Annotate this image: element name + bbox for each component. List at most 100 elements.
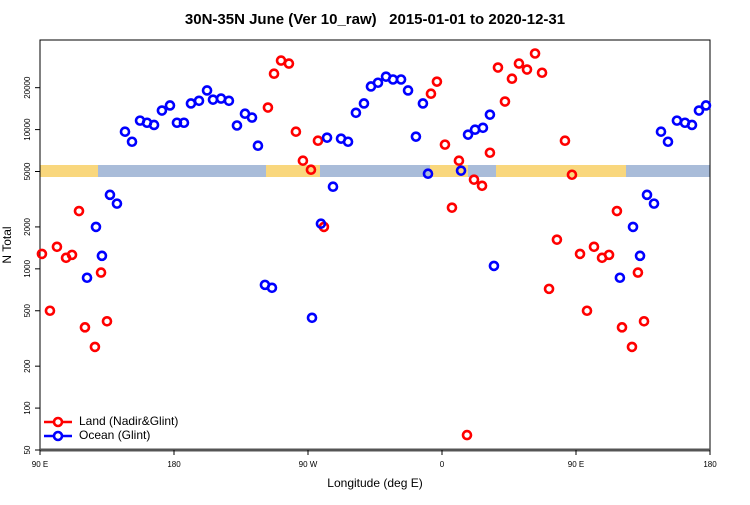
data-point — [306, 312, 318, 324]
x-axis-label: Longitude (deg E) — [327, 476, 422, 490]
data-point — [422, 168, 434, 180]
data-point — [439, 139, 451, 150]
y-axis-label: N Total — [0, 226, 14, 263]
data-point — [662, 136, 674, 148]
data-point — [488, 260, 500, 272]
data-point — [566, 169, 578, 181]
data-point — [178, 117, 190, 129]
data-point — [101, 316, 113, 327]
y-tick-label: 100 — [23, 401, 32, 415]
data-point — [262, 102, 274, 113]
y-tick-label: 500 — [23, 304, 32, 318]
legend-label: Ocean (Glint) — [79, 428, 150, 442]
data-point — [603, 249, 615, 261]
data-point — [305, 164, 317, 176]
data-point — [290, 126, 302, 137]
data-point — [462, 129, 474, 140]
x-tick-label: 90 W — [299, 460, 318, 469]
data-point — [201, 85, 213, 96]
data-point — [246, 112, 258, 123]
data-point — [126, 136, 138, 148]
data-point — [395, 74, 407, 85]
data-point — [686, 119, 698, 131]
data-point — [446, 202, 458, 213]
data-point — [96, 250, 108, 262]
data-point — [425, 88, 437, 100]
data-point — [574, 248, 586, 260]
data-point — [402, 85, 414, 96]
legend: Land (Nadir&Glint)Ocean (Glint) — [44, 414, 178, 442]
data-point — [581, 305, 593, 317]
data-point — [476, 180, 488, 192]
data-point — [431, 76, 443, 87]
data-point — [36, 248, 48, 260]
data-point — [543, 283, 555, 295]
data-point — [499, 96, 511, 107]
chart-title: 30N-35N June (Ver 10_raw) 2015-01-01 to … — [185, 11, 565, 28]
data-point — [164, 100, 176, 111]
data-point — [358, 98, 370, 109]
data-point — [611, 205, 623, 217]
data-point — [193, 95, 205, 107]
data-point — [484, 109, 496, 120]
x-tick-label: 0 — [440, 460, 445, 469]
data-point — [700, 100, 712, 111]
data-point — [536, 67, 548, 79]
data-point — [148, 119, 160, 131]
data-point — [477, 122, 489, 134]
data-point — [616, 322, 628, 333]
data-point — [312, 135, 324, 147]
data-point — [266, 282, 278, 294]
land-stripe — [40, 165, 98, 177]
data-point — [484, 147, 496, 159]
data-point — [297, 155, 309, 166]
y-tick-label: 20000 — [23, 76, 32, 99]
data-point — [327, 181, 339, 192]
data-point — [693, 105, 705, 116]
legend-marker — [52, 416, 64, 428]
data-point — [231, 120, 243, 131]
data-point — [588, 241, 600, 253]
data-point — [51, 241, 63, 253]
data-point — [638, 316, 650, 327]
data-point — [66, 249, 78, 261]
data-point — [632, 267, 644, 278]
data-point — [252, 140, 264, 152]
data-point — [342, 136, 354, 148]
data-point — [513, 58, 525, 69]
data-point — [111, 198, 123, 209]
data-point — [559, 135, 571, 147]
data-point — [492, 62, 504, 73]
data-point — [223, 95, 235, 107]
data-point — [410, 131, 422, 142]
data-point — [315, 218, 327, 229]
legend-marker — [52, 430, 64, 442]
data-point — [614, 272, 626, 284]
data-point — [283, 58, 295, 69]
data-point — [521, 64, 533, 75]
data-point — [73, 205, 85, 217]
y-tick-label: 50 — [23, 445, 32, 454]
data-point — [506, 73, 518, 85]
data-point — [641, 189, 653, 201]
surface-stripe — [40, 165, 710, 177]
legend-label: Land (Nadir&Glint) — [79, 414, 178, 428]
data-point — [268, 68, 280, 80]
y-tick-label: 10000 — [23, 118, 32, 141]
data-point — [655, 126, 667, 137]
data-point — [321, 132, 333, 143]
data-point — [529, 48, 541, 59]
x-tick-label: 90 E — [32, 460, 48, 469]
data-point — [626, 341, 638, 353]
y-tick-label: 200 — [23, 359, 32, 373]
data-point — [79, 322, 91, 333]
data-point — [104, 189, 116, 201]
y-tick-label: 5000 — [23, 162, 32, 180]
data-point — [455, 165, 467, 176]
x-tick-label: 180 — [167, 460, 181, 469]
data-point — [81, 272, 93, 284]
data-point — [468, 174, 480, 185]
data-point — [453, 155, 465, 166]
data-point — [634, 250, 646, 262]
